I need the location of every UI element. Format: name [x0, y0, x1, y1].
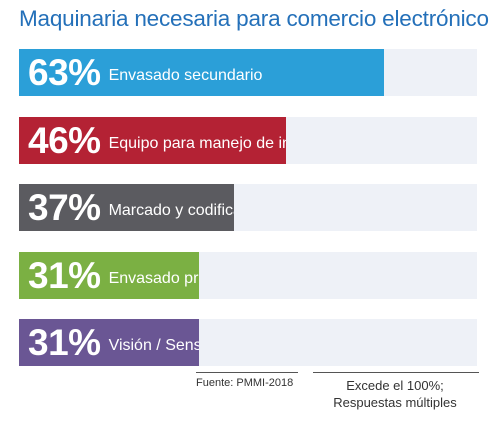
- source-label: Fuente: PMMI-2018: [196, 377, 294, 389]
- footnote-line-2: Respuestas múltiples: [333, 395, 457, 410]
- bar-track: 31% Visión / Sensores: [19, 319, 477, 366]
- bar: 31% Envasado primario: [19, 252, 199, 299]
- bar-category-label: Envasado primario: [108, 269, 199, 287]
- bar-category-label: Envasado secundario: [108, 66, 263, 84]
- bar-track: 46% Equipo para manejo de inventario: [19, 117, 477, 164]
- bar-category-label: Equipo para manejo de inventario: [108, 134, 286, 152]
- footnote-line-1: Excede el 100%;: [346, 378, 444, 393]
- bar: 63% Envasado secundario: [19, 49, 384, 96]
- bar-track: 37% Marcado y codificación: [19, 184, 477, 231]
- bar-value-label: 46%: [28, 119, 101, 161]
- bar-value-label: 31%: [28, 254, 101, 296]
- footnote: Excede el 100%; Respuestas múltiples: [310, 377, 480, 411]
- bar: 37% Marcado y codificación: [19, 184, 234, 231]
- chart-title: Maquinaria necesaria para comercio elect…: [19, 6, 489, 31]
- source-divider: [196, 372, 298, 373]
- bar: 31% Visión / Sensores: [19, 319, 199, 366]
- note-divider: [313, 372, 479, 373]
- bar: 46% Equipo para manejo de inventario: [19, 117, 286, 164]
- bar-value-label: 37%: [28, 186, 101, 228]
- bar-value-label: 63%: [28, 51, 101, 93]
- bar-value-label: 31%: [28, 321, 101, 363]
- bar-category-label: Marcado y codificación: [108, 201, 234, 219]
- bar-category-label: Visión / Sensores: [108, 336, 199, 354]
- bar-track: 63% Envasado secundario: [19, 49, 477, 96]
- bar-track: 31% Envasado primario: [19, 252, 477, 299]
